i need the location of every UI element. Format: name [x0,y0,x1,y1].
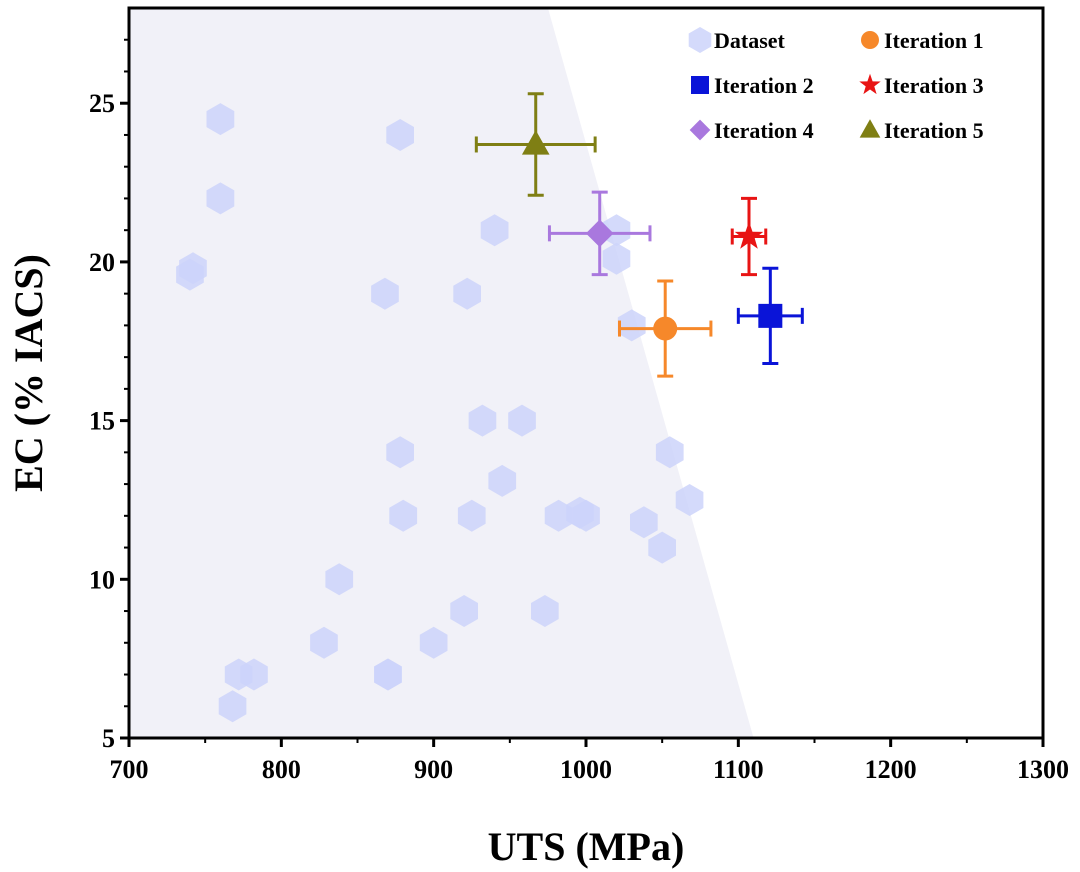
dataset-point-0 [206,103,235,136]
ticks-layer: 700 800 900 1000 1100 1200 1300 5 10 15 20 25 [89,38,1069,784]
dataset-point-21 [572,499,600,532]
legend-label: Iteration 4 [714,118,814,143]
x-tick-label: 800 [262,755,301,784]
x-tick-label: 1100 [713,755,764,784]
y-tick-label: 20 [89,248,115,277]
iteration-3-point [730,196,768,277]
iteration-2-point [736,266,804,365]
dataset-layer [176,103,704,723]
dataset-point-15 [488,464,517,497]
dataset-point-18 [457,499,486,532]
y-tick-label: 5 [102,724,115,753]
legend-entry-0: Dataset [688,27,786,53]
x-tick-label: 1300 [1017,755,1069,784]
y-tick-label: 25 [89,89,115,118]
dataset-point-2 [206,182,235,215]
shaded-region [129,8,754,738]
legend: Dataset Iteration 1 Iteration 2 Iteration 3… [688,27,984,143]
legend-star-marker [859,73,881,95]
dataset-point-10 [617,309,646,342]
dataset-point-7 [480,214,509,247]
legend-label: Iteration 3 [884,73,984,98]
x-tick-label: 1000 [560,755,612,784]
dataset-point-25 [450,595,478,627]
x-tick-label: 1200 [865,755,917,784]
x-tick-label: 700 [110,755,149,784]
dataset-point-9 [602,242,631,275]
dataset-point-22 [630,506,658,539]
dataset-point-27 [310,626,338,659]
shaded-region-layer [129,8,754,738]
legend-entry-4: Iteration 4 [689,118,814,143]
dataset-point-8 [602,214,631,247]
legend-triangle-marker [859,119,881,138]
legend-entry-2: Iteration 2 [691,73,814,98]
dataset-point-17 [389,499,418,532]
dataset-point-28 [419,626,448,659]
triangle-marker [521,130,550,155]
dataset-point-4 [176,258,204,291]
legend-entry-3: Iteration 3 [859,73,984,98]
dataset-point-24 [325,563,354,596]
dataset-point-5 [371,277,399,310]
iteration-5-point [474,92,597,197]
x-tick-label: 900 [414,755,453,784]
y-axis-title: EC (% IACS) [6,254,51,492]
legend-diamond-marker [689,119,711,141]
iterations-layer [474,92,804,378]
legend-entry-5: Iteration 5 [859,118,984,143]
legend-label: Iteration 1 [884,28,984,53]
y-tick-label: 15 [89,407,115,436]
dataset-point-16 [675,484,704,516]
dataset-point-14 [655,436,684,469]
square-marker [758,303,783,328]
legend-label: Iteration 5 [884,118,984,143]
dataset-point-6 [453,277,481,310]
iteration-4-point [547,190,652,277]
legend-entry-1: Iteration 1 [861,28,984,53]
iteration-1-point [618,279,713,378]
circle-marker [653,316,678,341]
dataset-point-30 [374,658,402,691]
star-marker [734,221,764,249]
legend-label: Iteration 2 [714,73,814,98]
dataset-point-23 [648,531,676,564]
dataset-point-11 [468,404,497,437]
dataset-point-12 [508,404,536,437]
dataset-point-32 [240,658,268,691]
legend-label: Dataset [714,28,786,53]
x-axis-title: UTS (MPa) [488,824,685,869]
dataset-point-13 [386,436,414,469]
y-tick-label: 10 [89,565,115,594]
dataset-point-1 [386,119,414,151]
legend-square-marker [691,76,709,94]
dataset-point-33 [218,690,247,723]
legend-circle-marker [861,31,879,49]
dataset-point-26 [531,595,559,627]
dataset-point-19 [544,499,573,532]
legend-hexagon-marker [688,27,712,53]
diamond-marker [585,219,614,248]
